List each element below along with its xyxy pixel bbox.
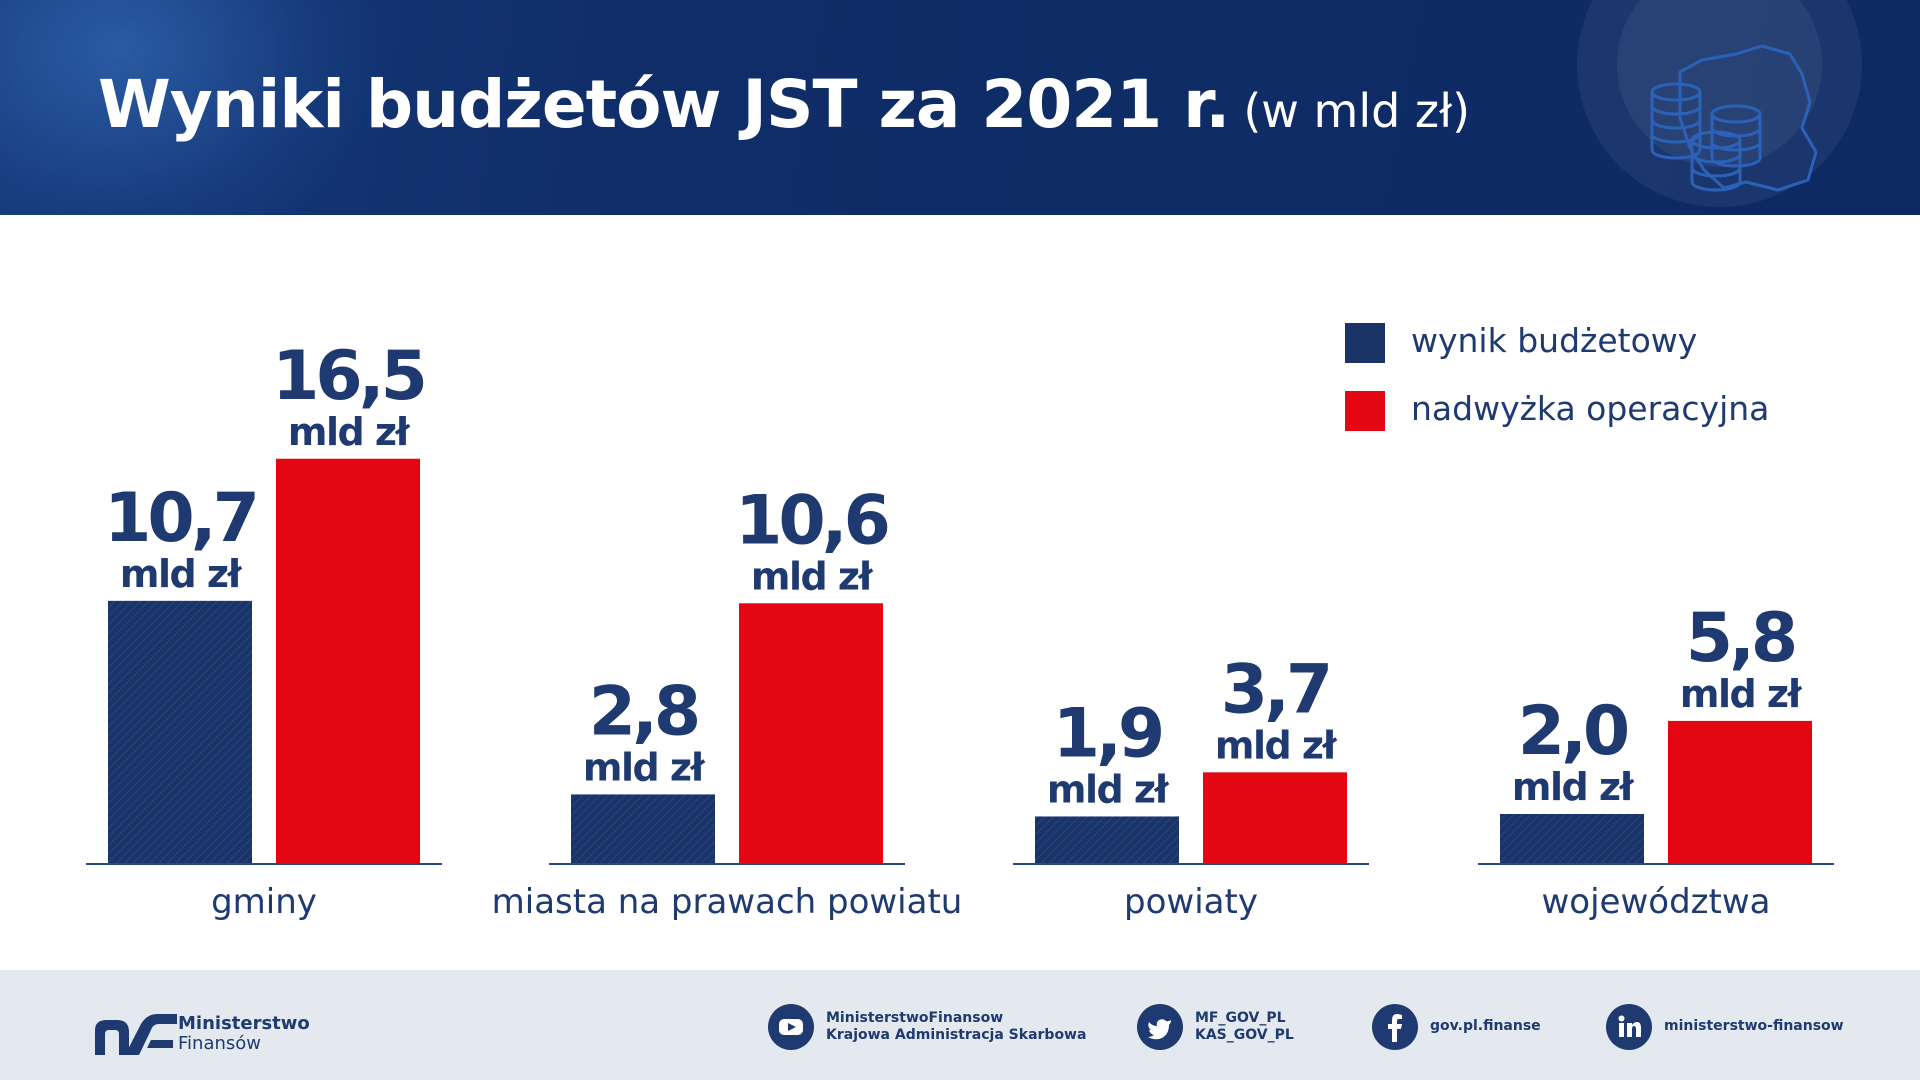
data-label-unit: mld zł: [751, 554, 874, 598]
bar-chart: 10,7 mld zł 16,5 mld zł gminy 2,8 mld zł 10,6 ml…: [0, 215, 1920, 970]
data-label-unit: mld zł: [120, 552, 243, 596]
legend-label: nadwyżka operacyjna: [1411, 389, 1770, 428]
bar-nadwyzka-operacyjna: [276, 458, 420, 863]
category-label: powiaty: [1124, 882, 1258, 922]
logo-line2: Finansów: [178, 1033, 262, 1054]
social-line1: MinisterstwoFinansow: [826, 1010, 1004, 1026]
bar-nadwyzka-operacyjna: [1203, 772, 1347, 863]
linkedin-icon[interactable]: [1606, 1004, 1652, 1050]
logo-text: Ministerstwo Finansów: [178, 1014, 310, 1054]
category-label: województwa: [1542, 882, 1771, 922]
data-label-unit: mld zł: [1680, 672, 1803, 716]
social-text: MF_GOV_PL KAS_GOV_PL: [1195, 1010, 1294, 1044]
bar-nadwyzka-operacyjna: [1668, 720, 1812, 863]
bar-nadwyzka-operacyjna: [739, 603, 883, 863]
footer: Ministerstwo Finansów MinisterstwoFinans…: [0, 970, 1920, 1080]
data-label-unit: mld zł: [1047, 767, 1170, 811]
ministerstwo-finansow-logo-icon: [95, 1014, 177, 1055]
header-banner: Wyniki budżetów JST za 2021 r. (w mld zł): [0, 0, 1920, 215]
bar-wynik-budzetowy: [571, 794, 715, 863]
facebook-icon[interactable]: [1372, 1004, 1418, 1050]
social-line1: ministerstwo-finansow: [1664, 1018, 1844, 1034]
data-label-value: 3,7: [1221, 650, 1329, 729]
poland-map-coins-icon: [1650, 44, 1818, 192]
bar-wynik-budzetowy: [1500, 814, 1644, 863]
legend-swatch-red: [1345, 391, 1385, 431]
bar-wynik-budzetowy: [1035, 816, 1179, 863]
social-text: gov.pl.finanse: [1430, 1018, 1541, 1035]
youtube-icon[interactable]: [768, 1004, 814, 1050]
data-label-value: 16,5: [272, 337, 424, 416]
twitter-icon[interactable]: [1137, 1004, 1183, 1050]
data-label-unit: mld zł: [1512, 765, 1635, 809]
legend-swatch-navy: [1345, 323, 1385, 363]
social-line1: gov.pl.finanse: [1430, 1018, 1541, 1034]
data-label-value: 2,0: [1518, 692, 1628, 771]
logo-line1: Ministerstwo: [178, 1013, 310, 1034]
title-subtitle: (w mld zł): [1243, 84, 1471, 138]
social-text: ministerstwo-finansow: [1664, 1018, 1844, 1035]
legend-label: wynik budżetowy: [1411, 321, 1698, 360]
category-label: gminy: [211, 882, 317, 922]
data-label-value: 5,8: [1686, 599, 1795, 678]
data-label-value: 1,9: [1053, 694, 1161, 773]
social-line2: KAS_GOV_PL: [1195, 1027, 1294, 1043]
data-label-value: 10,7: [104, 479, 256, 558]
category-label: miasta na prawach powiatu: [492, 882, 963, 922]
data-label-value: 2,8: [589, 672, 698, 751]
title-main: Wyniki budżetów JST za 2021 r.: [98, 66, 1230, 143]
page-title: Wyniki budżetów JST za 2021 r. (w mld zł): [98, 60, 1470, 161]
data-label-value: 10,6: [735, 481, 887, 560]
social-text: MinisterstwoFinansow Krajowa Administrac…: [826, 1010, 1086, 1044]
social-line2: Krajowa Administracja Skarbowa: [826, 1027, 1087, 1043]
social-line1: MF_GOV_PL: [1195, 1010, 1286, 1026]
data-label-unit: mld zł: [583, 745, 706, 789]
data-label-unit: mld zł: [288, 410, 411, 454]
bar-wynik-budzetowy: [108, 600, 252, 863]
data-label-unit: mld zł: [1215, 723, 1338, 767]
